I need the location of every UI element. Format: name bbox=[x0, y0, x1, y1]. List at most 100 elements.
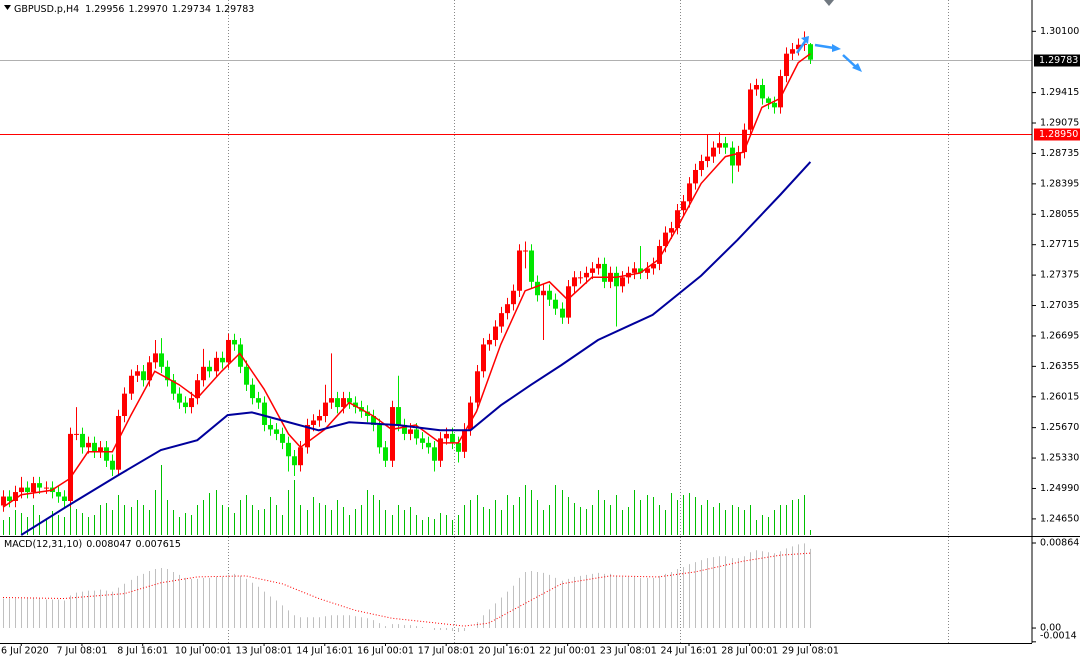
candle-body bbox=[711, 147, 716, 157]
candle-body bbox=[754, 84, 759, 90]
candle-body bbox=[104, 447, 109, 461]
candle-body bbox=[25, 487, 30, 493]
y-tick-label: 1.29415 bbox=[1040, 87, 1079, 98]
candle-body bbox=[645, 268, 650, 273]
x-tick-label: 16 Jul 00:01 bbox=[357, 646, 414, 657]
y-tick-label: 1.28395 bbox=[1040, 178, 1079, 189]
candle-body bbox=[808, 44, 813, 60]
candle-body bbox=[462, 429, 467, 452]
candle-body bbox=[614, 272, 619, 287]
macd-y-tick-label: -0.0014 bbox=[1040, 631, 1077, 642]
candle-body bbox=[13, 492, 18, 502]
candle-body bbox=[414, 429, 419, 439]
macd-value: 0.008047 bbox=[86, 539, 131, 550]
candle-body bbox=[226, 339, 231, 363]
candle-body bbox=[456, 442, 461, 452]
candle-body bbox=[602, 263, 607, 282]
candle-body bbox=[438, 438, 443, 461]
candle-body bbox=[572, 277, 577, 287]
bid-box bbox=[1034, 54, 1080, 67]
candle-body bbox=[141, 371, 146, 381]
y-tick-label: 1.26015 bbox=[1040, 391, 1079, 402]
candle-body bbox=[92, 442, 97, 452]
x-tick-label: 10 Jul 00:01 bbox=[175, 646, 232, 657]
x-tick-label: 29 Jul 08:01 bbox=[782, 646, 839, 657]
candle-body bbox=[402, 424, 407, 434]
candle-body bbox=[517, 250, 522, 291]
candle-body bbox=[292, 456, 297, 466]
arrow-drawing bbox=[801, 36, 809, 44]
candle-body bbox=[420, 438, 425, 443]
candle-body bbox=[268, 424, 273, 430]
candle-body bbox=[286, 442, 291, 457]
menu-triangle[interactable] bbox=[4, 5, 11, 10]
candle-body bbox=[383, 447, 388, 461]
candle-body bbox=[772, 102, 777, 108]
y-tick-label: 1.27035 bbox=[1040, 300, 1079, 311]
candle-body bbox=[44, 487, 49, 489]
candle-body bbox=[377, 424, 382, 448]
candle-body bbox=[651, 263, 656, 269]
macd-y-tick-label: 0.00864 bbox=[1040, 538, 1079, 549]
candle-body bbox=[396, 407, 401, 425]
candle-body bbox=[675, 210, 680, 229]
y-tick-label: 1.29075 bbox=[1040, 118, 1079, 129]
macd-header: MACD(12,31,10) 0.008047 0.007615 bbox=[4, 539, 181, 550]
candle-body bbox=[74, 433, 79, 435]
candle-body bbox=[730, 147, 735, 166]
candle-body bbox=[553, 299, 558, 309]
low-value: 1.29734 bbox=[172, 4, 211, 15]
x-tick-label: 14 Jul 16:01 bbox=[296, 646, 353, 657]
candle-body bbox=[523, 250, 528, 252]
candle-body bbox=[98, 447, 103, 452]
shift-marker bbox=[824, 0, 834, 6]
candle-body bbox=[529, 250, 534, 282]
y-tick-label: 1.27715 bbox=[1040, 239, 1079, 250]
candle-body bbox=[547, 290, 552, 300]
candle-body bbox=[481, 344, 486, 372]
candle-body bbox=[7, 496, 12, 502]
candle-body bbox=[80, 433, 85, 448]
x-tick-label: 7 Jul 08:01 bbox=[56, 646, 107, 657]
hline-label: 1.28950 bbox=[1039, 129, 1078, 140]
x-tick-label: 24 Jul 16:01 bbox=[661, 646, 718, 657]
y-tick-label: 1.24650 bbox=[1040, 513, 1079, 524]
candle-body bbox=[353, 402, 358, 408]
candle-body bbox=[68, 433, 73, 502]
candle-body bbox=[620, 277, 625, 287]
candle-body bbox=[493, 326, 498, 340]
arrow-drawing bbox=[842, 54, 857, 68]
chart-header: GBPUSD.p,H4 1.29956 1.29970 1.29734 1.29783 bbox=[14, 4, 254, 15]
y-tick-label: 1.25670 bbox=[1040, 422, 1079, 433]
candle-body bbox=[153, 353, 158, 363]
candle-body bbox=[37, 483, 42, 488]
candle-body bbox=[147, 362, 152, 381]
candle-body bbox=[280, 433, 285, 443]
candle-body bbox=[371, 416, 376, 425]
y-tick-label: 1.25330 bbox=[1040, 453, 1079, 464]
arrow-drawing bbox=[795, 39, 808, 54]
candle-body bbox=[232, 339, 237, 345]
candle-body bbox=[365, 411, 370, 417]
close-value: 1.29783 bbox=[215, 4, 254, 15]
ma-line bbox=[2, 53, 811, 508]
open-value: 1.29956 bbox=[85, 4, 124, 15]
candle-body bbox=[632, 268, 637, 273]
candle-body bbox=[274, 429, 279, 434]
candle-body bbox=[505, 304, 510, 314]
candle-body bbox=[487, 339, 492, 345]
candle-body bbox=[56, 492, 61, 497]
candle-body bbox=[663, 232, 668, 247]
candle-body bbox=[298, 447, 303, 466]
candle-body bbox=[541, 290, 546, 296]
candle-body bbox=[748, 89, 753, 130]
candle-body bbox=[790, 49, 795, 54]
ma-line bbox=[20, 161, 812, 536]
candle-body bbox=[214, 357, 219, 372]
candle-body bbox=[110, 460, 115, 470]
candle-body bbox=[311, 420, 316, 425]
candle-body bbox=[135, 371, 140, 376]
